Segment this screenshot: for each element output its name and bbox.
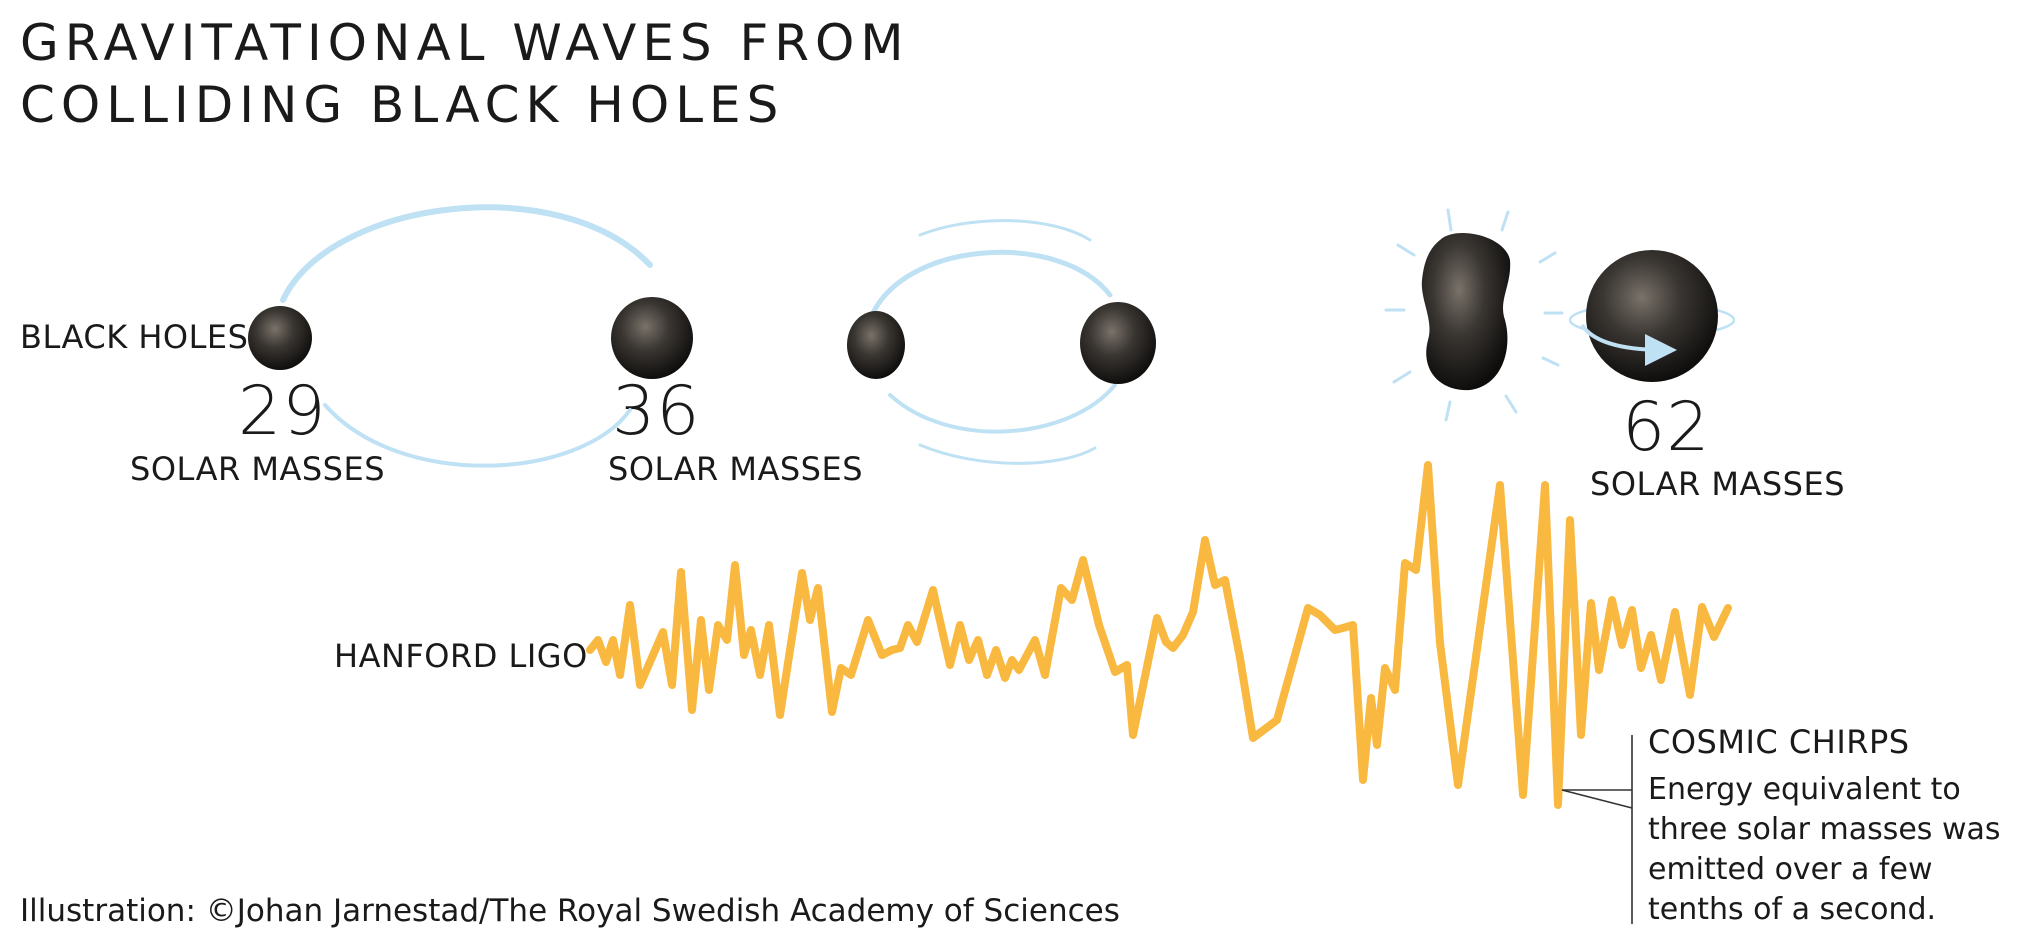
spin-arrow-icon bbox=[1580, 323, 1677, 366]
black-hole-29-close bbox=[847, 311, 905, 379]
orbit-wide bbox=[280, 204, 653, 468]
orbit-close bbox=[867, 219, 1117, 465]
black-hole-36-close bbox=[1080, 302, 1156, 384]
merged-unit: SOLAR MASSES bbox=[1590, 465, 1846, 503]
bh1-mass: 29 bbox=[238, 372, 327, 451]
bh2-unit: SOLAR MASSES bbox=[608, 450, 864, 488]
credit-line: Illustration: ©Johan Jarnestad/The Royal… bbox=[20, 893, 1120, 929]
detector-label: HANFORD LIGO bbox=[334, 637, 588, 675]
bh1-unit: SOLAR MASSES bbox=[130, 450, 386, 488]
wave-signal bbox=[586, 461, 1732, 809]
black-holes-label: BLACK HOLES bbox=[20, 318, 249, 356]
merging-black-holes bbox=[1384, 208, 1564, 422]
diagram-title: GRAVITATIONAL WAVES FROM COLLIDING BLACK… bbox=[20, 12, 910, 136]
annotation-heading: COSMIC CHIRPS bbox=[1648, 723, 1910, 761]
title-line-2: COLLIDING BLACK HOLES bbox=[20, 76, 785, 134]
merged-mass: 62 bbox=[1622, 388, 1711, 467]
annotation-body: Energy equivalent to three solar masses … bbox=[1648, 772, 2001, 927]
callout-bracket bbox=[1561, 735, 1633, 924]
black-hole-29 bbox=[248, 306, 312, 370]
final-black-hole bbox=[1568, 250, 1736, 382]
title-line-1: GRAVITATIONAL WAVES FROM bbox=[20, 14, 910, 72]
black-hole-36 bbox=[611, 297, 693, 379]
